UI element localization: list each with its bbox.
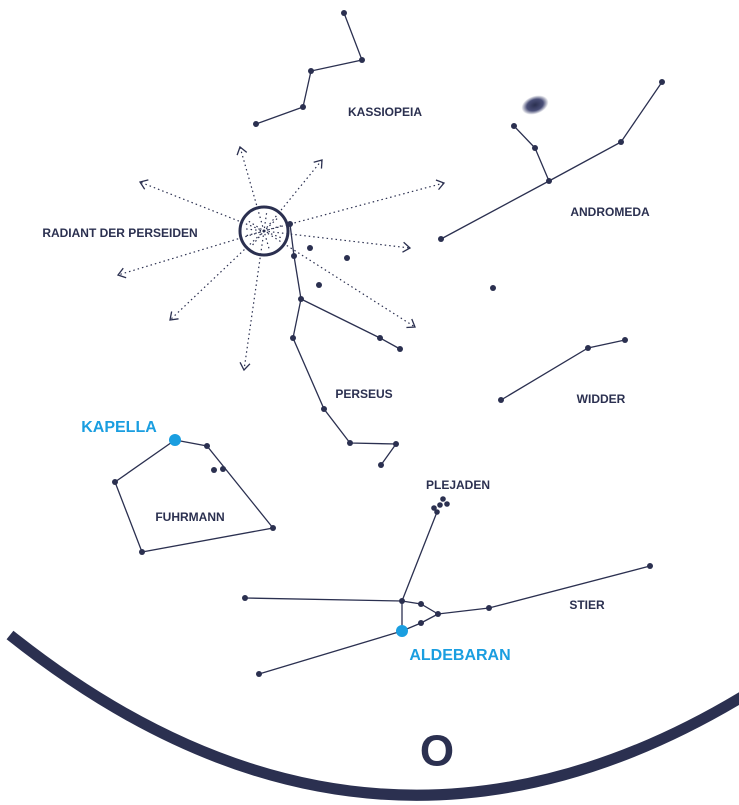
meteor-ray: [244, 213, 267, 370]
star: [532, 145, 538, 151]
star: [490, 285, 496, 291]
star: [344, 255, 350, 261]
star: [307, 245, 313, 251]
star: [444, 501, 450, 507]
star: [316, 282, 322, 288]
label: STIER: [569, 598, 605, 612]
star: [397, 346, 403, 352]
star: [308, 68, 314, 74]
meteor-ray: [240, 147, 269, 248]
meteor-ray: [249, 221, 415, 327]
star: [437, 502, 443, 508]
star: [418, 620, 424, 626]
star: [438, 236, 444, 242]
star: [204, 443, 210, 449]
star: [546, 178, 552, 184]
star: [341, 10, 347, 16]
horizon: [10, 635, 739, 795]
label: ANDROMEDA: [570, 205, 650, 219]
label: KAPELLA: [81, 419, 157, 436]
star: [498, 397, 504, 403]
meteor-ray: [246, 229, 410, 248]
star: [399, 598, 405, 604]
star: [321, 406, 327, 412]
star: [253, 121, 259, 127]
label: KASSIOPEIA: [348, 105, 422, 119]
star: [112, 479, 118, 485]
star: [220, 466, 226, 472]
star: [659, 79, 665, 85]
star: [291, 253, 297, 259]
star: [435, 611, 441, 617]
star: [290, 335, 296, 341]
ray-arrow: [436, 180, 444, 190]
star: [418, 601, 424, 607]
star: [270, 525, 276, 531]
star: [242, 595, 248, 601]
star: [486, 605, 492, 611]
star: [298, 296, 304, 302]
star: [440, 496, 446, 502]
star: [622, 337, 628, 343]
star: [511, 123, 517, 129]
star: [585, 345, 591, 351]
star: [347, 440, 353, 446]
ray-arrow: [237, 147, 247, 155]
ray-arrow: [140, 180, 148, 189]
label: RADIANT DER PERSEIDEN: [42, 226, 197, 240]
kapella-star: [169, 434, 181, 446]
aldebaran-star: [396, 625, 408, 637]
label: FUHRMANN: [155, 510, 224, 524]
star: [431, 505, 437, 511]
star: [378, 462, 384, 468]
label: WIDDER: [577, 392, 626, 406]
star: [256, 671, 262, 677]
ray-arrow: [240, 362, 250, 370]
star: [211, 467, 217, 473]
star: [139, 549, 145, 555]
star: [359, 57, 365, 63]
label: PLEJADEN: [426, 478, 490, 492]
star-map: KASSIOPEIA ANDROMEDA RADIANT DER PERSEID…: [0, 0, 739, 805]
label: ALDEBARAN: [409, 647, 510, 664]
star: [647, 563, 653, 569]
compass: O: [420, 727, 454, 776]
label: PERSEUS: [335, 387, 392, 401]
star: [618, 139, 624, 145]
galaxy: [519, 92, 551, 118]
ray-arrow: [170, 312, 179, 320]
star: [300, 104, 306, 110]
star: [287, 221, 293, 227]
star: [377, 335, 383, 341]
ray-arrow: [406, 319, 415, 327]
star: [393, 441, 399, 447]
